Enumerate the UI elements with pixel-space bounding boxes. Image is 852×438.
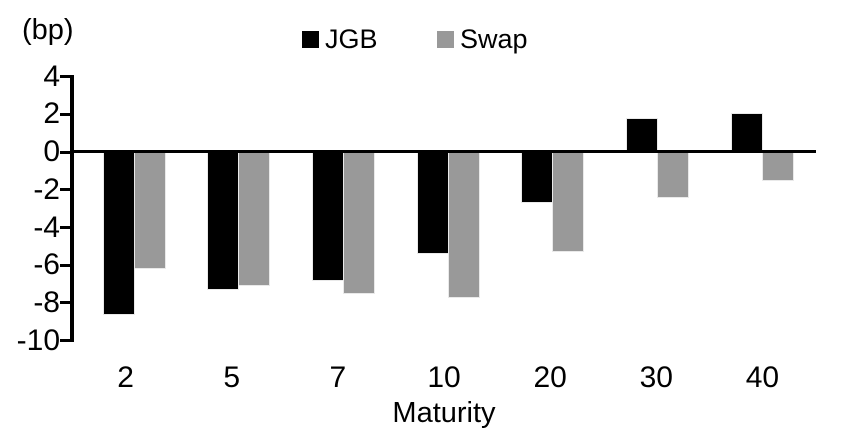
y-tick-label: 4 xyxy=(43,59,60,93)
y-tick-label: -10 xyxy=(16,323,60,357)
bar-jgb-30 xyxy=(626,118,659,153)
x-tick-label-20: 20 xyxy=(533,361,567,394)
y-tick-label: -8 xyxy=(33,285,60,319)
y-tick-mark xyxy=(60,339,72,343)
bar-swap-10 xyxy=(447,150,480,298)
legend-swatch-jgb xyxy=(302,31,319,48)
bar-swap-40 xyxy=(761,150,794,181)
x-tick-label-10: 10 xyxy=(427,361,461,394)
x-tick-label-5: 5 xyxy=(223,361,241,394)
bar-jgb-40 xyxy=(730,112,763,153)
y-tick-mark xyxy=(60,301,72,305)
bar-jgb-7 xyxy=(312,150,345,281)
y-tick-mark xyxy=(60,188,72,192)
bar-swap-7 xyxy=(343,150,376,294)
legend-item-jgb: JGB xyxy=(302,26,378,53)
y-axis-line xyxy=(70,75,74,342)
y-tick-label: -6 xyxy=(33,248,60,282)
y-tick-mark xyxy=(60,112,72,116)
legend-label-jgb: JGB xyxy=(325,24,378,54)
bar-jgb-2 xyxy=(102,150,135,315)
x-tick-label-30: 30 xyxy=(639,361,673,394)
x-axis-title: Maturity xyxy=(392,397,496,429)
bar-jgb-20 xyxy=(521,150,554,204)
bar-swap-2 xyxy=(133,150,166,270)
y-tick-label: 2 xyxy=(43,97,60,131)
x-tick-label-7: 7 xyxy=(329,361,347,394)
bar-jgb-5 xyxy=(207,150,240,291)
bar-swap-30 xyxy=(657,150,690,198)
bar-swap-5 xyxy=(238,150,271,287)
y-tick-mark xyxy=(60,150,72,154)
bar-jgb-10 xyxy=(416,150,449,255)
y-tick-mark xyxy=(60,226,72,230)
x-axis-zero-line xyxy=(70,149,816,153)
bar-swap-20 xyxy=(552,150,585,253)
y-tick-label: -2 xyxy=(33,172,60,206)
legend-item-swap: Swap xyxy=(437,26,528,53)
y-tick-label: 0 xyxy=(43,135,60,169)
y-tick-mark xyxy=(60,263,72,267)
legend-label-swap: Swap xyxy=(460,24,528,54)
y-tick-mark xyxy=(60,75,72,79)
y-tick-label: -4 xyxy=(33,210,60,244)
x-tick-label-2: 2 xyxy=(117,361,134,394)
x-tick-label-40: 40 xyxy=(745,361,780,394)
y-axis-unit-label: (bp) xyxy=(22,14,74,46)
legend-swatch-swap xyxy=(437,31,454,48)
